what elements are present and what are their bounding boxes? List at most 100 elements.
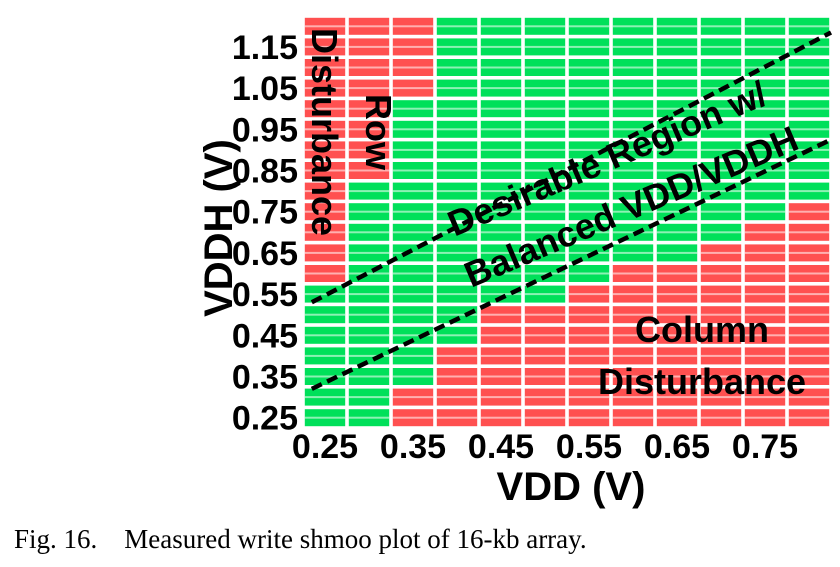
cell-band [348,272,390,275]
cell-band [788,169,830,172]
cell-band [656,231,698,234]
cell-band [348,231,390,234]
cell-band [700,396,742,399]
cell-band [348,251,390,254]
cell-band [700,190,742,193]
cell-band [436,375,478,378]
cell-band [392,107,434,110]
cell-band [788,128,830,131]
cell-band [744,87,786,90]
y-tick-label: 0.25 [232,400,298,438]
cell-band [392,375,434,378]
cell-band [392,25,434,28]
y-tick-labels: 0.250.35 0.450.550.650.750.85 0.951.051.15 [232,29,298,438]
cell-band [568,251,610,254]
cell-band [612,293,654,296]
cell-band [436,231,478,234]
cell-band [436,354,478,357]
cell-band [656,210,698,213]
cell-band [656,25,698,28]
cell-band [568,231,610,234]
cell-band [700,334,742,337]
cell-band [788,66,830,69]
cell-band [392,334,434,337]
cell-band [392,45,434,48]
cell-band [568,87,610,90]
cell-band [744,107,786,110]
cell-band [392,169,434,172]
cell-band [480,128,522,131]
x-tick-label: 0.75 [732,428,798,466]
cell-band [348,313,390,316]
cell-band [348,128,390,131]
cell-band [568,354,610,357]
cell-band [480,25,522,28]
cell-band [656,45,698,48]
cell-band [656,293,698,296]
x-tick-label: 0.55 [556,428,622,466]
cell-band [744,354,786,357]
cell-band [392,354,434,357]
boundary-lines [310,30,833,391]
cell-band [700,148,742,151]
cell-band [788,231,830,234]
cell-band [700,210,742,213]
cell-band [700,272,742,275]
y-tick-label: 0.55 [232,276,298,314]
cell-band [656,272,698,275]
cell-band [304,210,346,213]
cell-band [788,293,830,296]
cell-band [436,416,478,419]
cell-band [744,416,786,419]
cell-band [524,396,566,399]
cell-band [392,128,434,131]
cell-band [392,148,434,151]
cell-band [392,66,434,69]
cell-band [744,45,786,48]
cell-band [744,375,786,378]
cell-band [656,107,698,110]
cell-band [304,251,346,254]
cell-band [568,169,610,172]
cell-band [524,375,566,378]
region-label: Disturbance [598,361,806,402]
cell-band [392,87,434,90]
cell-band [436,169,478,172]
cell-band [524,334,566,337]
region-label: Column [635,309,769,350]
cell-band [304,375,346,378]
cell-band [304,87,346,90]
cell-band [524,148,566,151]
cell-band [656,169,698,172]
boundary-line [310,137,832,391]
cell-band [436,66,478,69]
cell-band [700,313,742,316]
cell-band [304,334,346,337]
cell-band [480,396,522,399]
cell-band [744,251,786,254]
cell-band [348,169,390,172]
cell-band [744,313,786,316]
cell-band [436,293,478,296]
cell-band [524,169,566,172]
cell-band [656,396,698,399]
cell-band [348,45,390,48]
y-tick-label: 1.15 [232,29,298,67]
cell-band [348,148,390,151]
cell-band [480,231,522,234]
x-tick-labels: 0.25 0.35 0.45 0.55 0.65 0.75 [292,428,798,466]
cell-band [524,66,566,69]
x-axis-title: VDD (V) [497,465,646,509]
cell-band [480,66,522,69]
plot-background [303,16,831,428]
cell-band [744,231,786,234]
cell-band [612,416,654,419]
cell-band [612,354,654,357]
cell-band [788,87,830,90]
cell-band [524,293,566,296]
cell-band [304,45,346,48]
cell-band [656,190,698,193]
y-tick-label: 0.45 [232,317,298,355]
cell-band [436,128,478,131]
cell-band [700,128,742,131]
